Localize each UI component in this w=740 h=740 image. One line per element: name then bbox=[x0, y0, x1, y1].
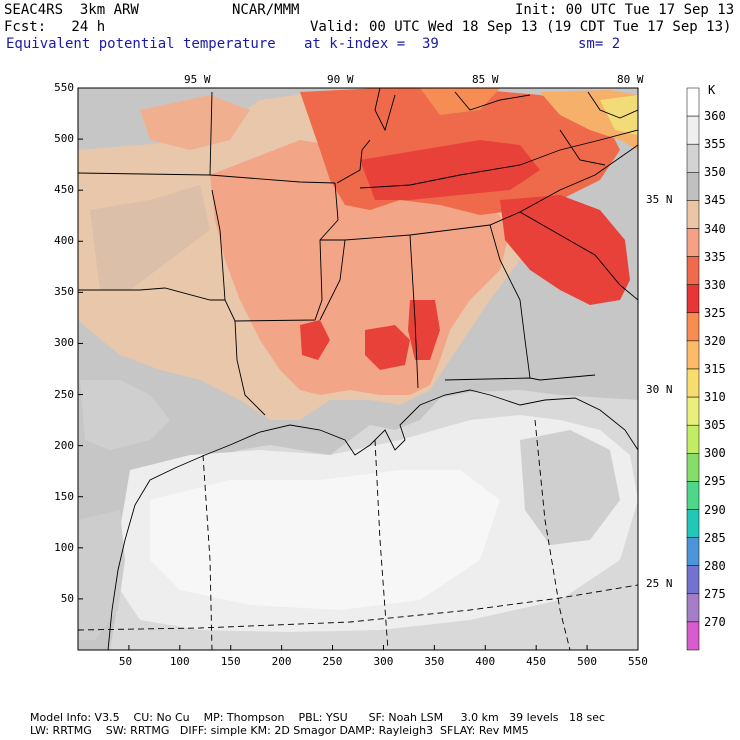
x-tick-label: 450 bbox=[526, 655, 547, 668]
y-tick-label: 50 bbox=[60, 591, 74, 605]
y-tick-label: 500 bbox=[54, 132, 74, 146]
colorbar-level-label: 290 bbox=[704, 502, 726, 517]
colorbar-level-label: 285 bbox=[704, 530, 726, 545]
y-tick-label: 350 bbox=[54, 285, 74, 299]
y-tick-label: 450 bbox=[54, 183, 74, 197]
colorbar-level-label: 300 bbox=[704, 446, 726, 461]
colorbar-level-label: 330 bbox=[704, 277, 726, 292]
colorbar-level-label: 305 bbox=[704, 418, 726, 433]
colorbar-swatch bbox=[686, 284, 700, 314]
colorbar-level-label: 350 bbox=[704, 165, 726, 180]
colorbar-swatch bbox=[686, 200, 700, 229]
colorbar-level-label: 360 bbox=[704, 109, 726, 124]
graticule bbox=[78, 419, 638, 650]
colorbar-swatch bbox=[686, 565, 700, 595]
colorbar-swatch bbox=[686, 172, 700, 201]
colorbar-swatch bbox=[686, 87, 700, 117]
y-tick-label: 250 bbox=[54, 387, 74, 401]
colorbar-swatch bbox=[686, 115, 700, 145]
y-tick-label: 550 bbox=[54, 81, 74, 94]
colorbar-level-label: 320 bbox=[704, 333, 726, 348]
lat-label-25n: 25 N bbox=[646, 577, 673, 590]
colorbar-level-label: 335 bbox=[704, 249, 726, 264]
colorbar-level-label: 345 bbox=[704, 193, 726, 208]
x-tick-label: 550 bbox=[628, 655, 648, 668]
colorbar-swatch bbox=[686, 256, 700, 285]
colorbar-swatch bbox=[686, 312, 700, 342]
x-tick-label: 250 bbox=[322, 655, 343, 668]
colorbar bbox=[686, 87, 700, 651]
x-tick-label: 300 bbox=[373, 655, 394, 668]
model-info-line2: LW: RRTMG SW: RRTMG DIFF: simple KM: 2D … bbox=[30, 724, 529, 737]
colorbar-swatch bbox=[686, 621, 700, 651]
lon-label-80w: 80 W bbox=[617, 73, 644, 86]
theta-e-field bbox=[78, 88, 638, 650]
model-title: SEAC4RS 3km ARW bbox=[4, 2, 139, 18]
model-info-line1: Model Info: V3.5 CU: No Cu MP: Thompson … bbox=[30, 711, 606, 724]
y-tick-label: 100 bbox=[54, 540, 74, 554]
y-tick-label: 400 bbox=[54, 234, 74, 248]
valid-time: Valid: 00 UTC Wed 18 Sep 13 (19 CDT Tue … bbox=[310, 19, 732, 35]
colorbar-level-label: 325 bbox=[704, 305, 726, 320]
field-name: Equivalent potential temperature bbox=[6, 36, 276, 52]
x-axis-ticks bbox=[128, 645, 639, 650]
y-tick-label: 300 bbox=[54, 336, 74, 350]
colorbar-swatch bbox=[686, 424, 700, 454]
level-label: at k-index = 39 bbox=[304, 36, 439, 52]
colorbar-swatch bbox=[686, 340, 700, 370]
lon-label-85w: 85 W bbox=[472, 73, 499, 86]
colorbar-level-label: 315 bbox=[704, 362, 726, 376]
lon-label-90w: 90 W bbox=[327, 73, 354, 86]
political-boundaries bbox=[78, 88, 638, 650]
colorbar-level-label: 340 bbox=[704, 221, 726, 236]
colorbar-swatch bbox=[686, 537, 700, 566]
colorbar-level-label: 280 bbox=[704, 558, 726, 573]
lat-label-30n: 30 N bbox=[646, 383, 673, 396]
institution-label: NCAR/MMM bbox=[232, 2, 300, 18]
y-tick-label: 150 bbox=[54, 489, 74, 503]
colorbar-swatch bbox=[686, 593, 700, 623]
x-tick-label: 150 bbox=[220, 655, 241, 668]
lat-label-35n: 35 N bbox=[646, 193, 673, 206]
colorbar-swatch bbox=[686, 368, 700, 398]
x-tick-label: 200 bbox=[271, 655, 292, 668]
forecast-hour: Fcst: 24 h bbox=[4, 19, 106, 35]
lon-label-95w: 95 W bbox=[184, 73, 211, 86]
colorbar-unit: K bbox=[708, 83, 716, 97]
colorbar-swatch bbox=[686, 396, 700, 426]
colorbar-level-label: 275 bbox=[704, 586, 726, 601]
colorbar-level-label: 310 bbox=[704, 390, 726, 405]
y-axis-ticks bbox=[78, 87, 83, 600]
colorbar-swatch bbox=[686, 143, 700, 173]
colorbar-swatch bbox=[686, 453, 700, 482]
y-tick-label: 200 bbox=[54, 438, 74, 452]
x-tick-label: 400 bbox=[475, 655, 496, 668]
colorbar-level-label: 295 bbox=[704, 474, 726, 489]
x-tick-label: 500 bbox=[577, 655, 597, 668]
x-tick-label: 50 bbox=[118, 655, 133, 668]
x-tick-label: 100 bbox=[169, 655, 190, 668]
init-time: Init: 00 UTC Tue 17 Sep 13 bbox=[515, 2, 735, 18]
x-tick-label: 350 bbox=[424, 655, 445, 668]
colorbar-level-label: 355 bbox=[704, 137, 726, 152]
smoothing-label: sm= 2 bbox=[578, 36, 621, 52]
colorbar-swatch bbox=[686, 509, 700, 538]
colorbar-swatch bbox=[686, 481, 700, 510]
colorbar-level-label: 270 bbox=[704, 614, 726, 629]
colorbar-swatch bbox=[686, 228, 700, 257]
map-frame bbox=[77, 87, 639, 651]
